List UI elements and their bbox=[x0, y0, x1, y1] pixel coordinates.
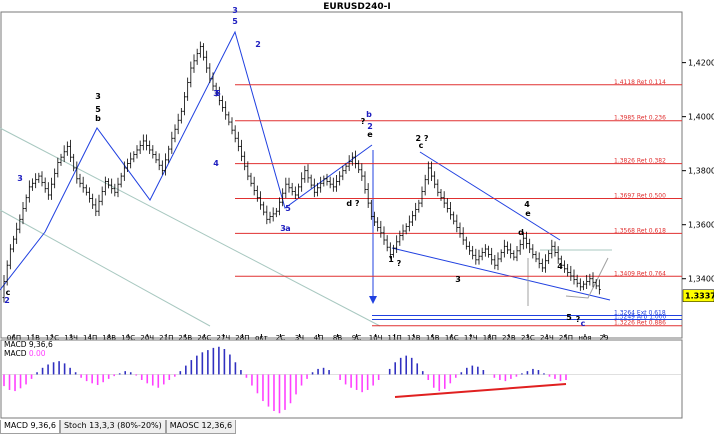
x-tick-label: 16С bbox=[445, 334, 459, 342]
wave-label: c bbox=[6, 288, 11, 297]
macd-title: MACD 9,36,6 bbox=[4, 340, 53, 349]
x-tick-label: 22В bbox=[502, 334, 516, 342]
wave-label: 3 bbox=[280, 224, 286, 233]
wave-label: 5 bbox=[566, 313, 572, 322]
main-plot-frame bbox=[0, 11, 683, 339]
wave-label: 3 bbox=[95, 92, 101, 101]
x-tick-label: 21П bbox=[159, 334, 173, 342]
x-tick-label: 29 bbox=[600, 334, 609, 342]
y-tick-label: 1,4200 bbox=[688, 59, 714, 68]
x-tick-label: 28П bbox=[235, 334, 249, 342]
x-tick-label: 4П bbox=[314, 334, 324, 342]
wave-label: ? bbox=[361, 117, 366, 126]
fib-level-label: 1.3264 Ext 0.618 bbox=[614, 309, 666, 316]
wave-label: 2 bbox=[4, 296, 10, 305]
x-tick-label: ноя bbox=[578, 334, 591, 342]
fib-level-label: 1.3697 Ret 0.500 bbox=[614, 192, 666, 199]
x-tick-label: 10Ч bbox=[369, 334, 383, 342]
current-price-box bbox=[682, 289, 714, 302]
x-tick-label: 20Ч bbox=[140, 334, 154, 342]
y-tick-label: 1,3400 bbox=[688, 275, 714, 284]
wave-label: 4 bbox=[524, 200, 530, 209]
x-tick-label: 18П bbox=[483, 334, 497, 342]
channel-line bbox=[0, 127, 381, 327]
wave-label: c bbox=[581, 319, 586, 328]
x-tick-label: 06П bbox=[7, 334, 21, 342]
arrow-head bbox=[369, 296, 377, 304]
channel-line bbox=[0, 209, 211, 327]
wave-label: 1 bbox=[388, 255, 394, 264]
x-tick-label: 12В bbox=[407, 334, 421, 342]
tab-maosc[interactable]: MAOSC 12,36,6 bbox=[165, 420, 237, 434]
wave-label: e bbox=[367, 130, 373, 139]
trend-line bbox=[391, 247, 611, 301]
x-tick-label: 13Ч bbox=[64, 334, 78, 342]
y-tick-label: 1,3600 bbox=[688, 221, 714, 230]
wave-label: ? bbox=[397, 259, 402, 268]
x-tick-label: 11В bbox=[26, 334, 40, 342]
macd-plot-frame bbox=[0, 339, 683, 419]
wave-label: 3 bbox=[213, 89, 219, 98]
wave-label: 3 bbox=[455, 275, 461, 284]
indicator-tabs: MACD 9,36,6 Stoch 13,3,3 (80%-20%) MAOSC… bbox=[0, 420, 237, 434]
fib-level-label: 1.3985 Ret 0.236 bbox=[614, 115, 666, 122]
current-price-label: 1.3337 bbox=[685, 292, 714, 301]
macd-value-label: MACD 0.00 bbox=[4, 349, 46, 358]
wave-label: a bbox=[285, 224, 290, 233]
wave-label: e bbox=[525, 209, 531, 218]
wave-label: 4 bbox=[213, 159, 219, 168]
y-tick-label: 1,3800 bbox=[688, 167, 714, 176]
fib-level-label: 1.3826 Ret 0.382 bbox=[614, 158, 666, 165]
wave-label: b bbox=[95, 114, 101, 123]
x-tick-label: 23С bbox=[521, 334, 535, 342]
x-tick-label: 19С bbox=[121, 334, 135, 342]
fib-level-label: 1.3568 Ret 0.618 bbox=[614, 227, 666, 234]
chart-title: EURUSD240-I bbox=[323, 2, 391, 12]
divergence-line bbox=[394, 383, 567, 398]
wave-label: d bbox=[518, 228, 524, 237]
wave-label: 5 bbox=[285, 204, 291, 213]
tab-stoch[interactable]: Stoch 13,3,3 (80%-20%) bbox=[59, 420, 166, 434]
x-tick-label: 17Ч bbox=[464, 334, 478, 342]
x-tick-label: 12С bbox=[45, 334, 59, 342]
wave-label: ? bbox=[576, 315, 581, 324]
trend-line bbox=[419, 151, 561, 241]
wave-label: 3 bbox=[232, 6, 238, 15]
wave-label: 4 bbox=[557, 262, 563, 271]
x-tick-label: 25В bbox=[178, 334, 192, 342]
x-tick-label: 2С bbox=[276, 334, 285, 342]
x-tick-label: 14П bbox=[83, 334, 97, 342]
x-tick-label: 27Ч bbox=[216, 334, 230, 342]
wave-label: 5 bbox=[232, 17, 238, 26]
wave-label: c bbox=[419, 141, 424, 150]
x-tick-label: 11П bbox=[388, 334, 402, 342]
wave-label: 5 bbox=[215, 89, 221, 98]
x-tick-label: 9С bbox=[352, 334, 361, 342]
fib-level-label: 1.4118 Ret 0.114 bbox=[614, 79, 666, 86]
wave-label: 2 ? bbox=[416, 134, 429, 143]
fib-level-label: 1.3226 Ret 0.886 bbox=[614, 320, 666, 327]
macd-value: 0.00 bbox=[29, 349, 46, 358]
y-tick-label: 1,4000 bbox=[688, 113, 714, 122]
wave-label: b bbox=[366, 110, 372, 119]
x-tick-label: 26С bbox=[197, 334, 211, 342]
x-tick-label: 24Ч bbox=[540, 334, 554, 342]
wave-path bbox=[0, 30, 373, 291]
x-tick-label: 8В bbox=[333, 334, 342, 342]
x-tick-label: 18В bbox=[102, 334, 116, 342]
tab-macd[interactable]: MACD 9,36,6 bbox=[0, 420, 60, 434]
wave-label: 3 bbox=[17, 174, 23, 183]
x-tick-label: 25П bbox=[559, 334, 573, 342]
x-tick-label: окт bbox=[255, 334, 268, 342]
x-tick-label: 3Ч bbox=[295, 334, 304, 342]
wave-label: d ? bbox=[346, 199, 360, 208]
wave-label: 2 bbox=[367, 122, 373, 131]
wave-label: 5 bbox=[95, 105, 101, 114]
x-tick-label: 15В bbox=[426, 334, 440, 342]
wave-label: 2 bbox=[255, 40, 261, 49]
projection-path bbox=[565, 257, 609, 299]
fib-level-label: 1.3409 Ret 0.764 bbox=[614, 270, 666, 277]
fib-level-label: 1.3249 Arb 1.000 bbox=[614, 314, 667, 321]
